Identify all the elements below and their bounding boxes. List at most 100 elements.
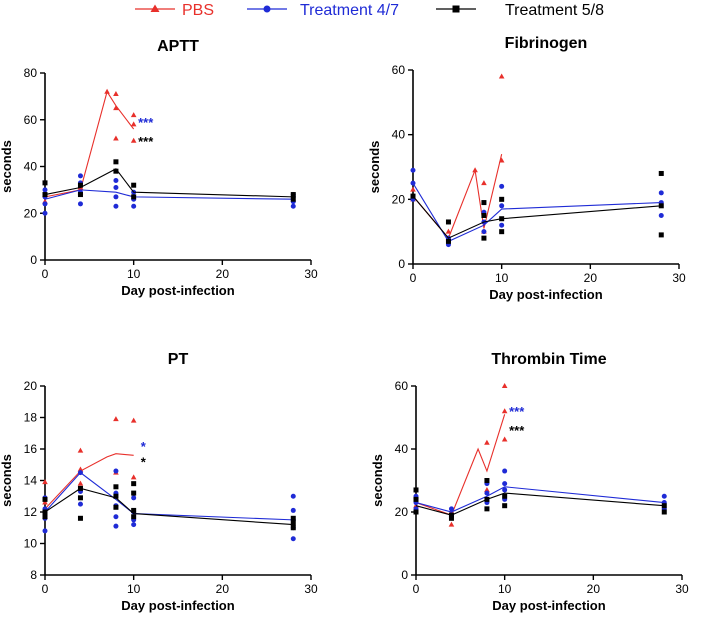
- y-tick-label: 40: [392, 128, 406, 142]
- data-point: [410, 167, 416, 173]
- y-tick-label: 20: [24, 379, 38, 393]
- data-point: [113, 468, 119, 474]
- significance-annotation: ***: [138, 134, 154, 149]
- series-treatment-4-7: [413, 468, 667, 518]
- data-point: [131, 203, 137, 209]
- legend-item-treatment-5-8: Treatment 5/8: [436, 2, 604, 19]
- data-point: [290, 203, 296, 209]
- data-point: [42, 201, 48, 207]
- data-point: [131, 495, 137, 501]
- data-point: [113, 168, 119, 174]
- data-point: [484, 496, 490, 502]
- data-point: [472, 167, 478, 173]
- y-tick-label: 14: [24, 474, 38, 488]
- data-point: [77, 495, 83, 501]
- x-tick-label: 0: [42, 267, 49, 281]
- data-point: [42, 210, 48, 216]
- x-tick-label: 20: [584, 271, 598, 285]
- x-tick-label: 10: [495, 271, 509, 285]
- y-tick-label: 18: [24, 411, 38, 425]
- data-point: [77, 501, 83, 507]
- y-tick-label: 60: [395, 379, 409, 393]
- data-point: [481, 235, 487, 241]
- series-treatment-5-8: [413, 478, 667, 521]
- data-point: [290, 507, 296, 513]
- series-line: [44, 471, 294, 521]
- data-point: [661, 493, 667, 499]
- x-tick-label: 0: [413, 582, 420, 596]
- data-point: [42, 514, 48, 520]
- data-point: [448, 512, 454, 518]
- data-point: [501, 408, 508, 414]
- data-point: [413, 509, 419, 515]
- data-point: [113, 514, 119, 520]
- legend-label-pbs: PBS: [182, 2, 214, 19]
- data-point: [448, 521, 455, 527]
- data-point: [290, 493, 296, 499]
- data-point: [445, 238, 451, 244]
- data-point: [410, 186, 416, 192]
- y-tick-label: 0: [398, 257, 405, 271]
- data-point: [481, 229, 487, 235]
- series-line: [412, 195, 662, 239]
- data-point: [448, 506, 454, 512]
- data-point: [77, 192, 83, 198]
- y-tick-label: 20: [24, 206, 38, 220]
- y-axis-label: seconds: [0, 140, 14, 193]
- legend-item-treatment-4-7: Treatment 4/7: [247, 2, 399, 19]
- y-tick-label: 0: [401, 568, 408, 582]
- data-point: [499, 222, 505, 228]
- data-point: [448, 515, 454, 521]
- data-point: [113, 203, 119, 209]
- x-tick-label: 10: [498, 582, 512, 596]
- y-tick-label: 16: [24, 442, 38, 456]
- data-point: [113, 194, 119, 200]
- series-treatment-4-7: [42, 468, 296, 542]
- x-tick-label: 30: [672, 271, 686, 285]
- data-point: [661, 509, 667, 515]
- y-tick-label: 60: [24, 113, 38, 127]
- x-axis-label: Day post-infection: [492, 598, 605, 613]
- series-line: [412, 153, 503, 240]
- data-point: [481, 213, 487, 218]
- data-point: [113, 135, 119, 141]
- series-line: [44, 453, 134, 510]
- data-point: [658, 232, 664, 238]
- x-tick-label: 20: [587, 582, 601, 596]
- data-point: [113, 484, 119, 490]
- data-point: [290, 525, 296, 531]
- data-point: [131, 507, 137, 513]
- y-axis-label: seconds: [0, 454, 14, 507]
- x-axis-label: Day post-infection: [121, 598, 234, 613]
- series-line: [412, 182, 662, 243]
- chart-title: PT: [168, 351, 189, 368]
- series-line: [415, 414, 506, 516]
- data-point: [410, 193, 416, 199]
- x-tick-label: 0: [410, 271, 417, 285]
- data-point: [42, 180, 48, 186]
- data-point: [290, 520, 296, 526]
- data-point: [77, 480, 84, 486]
- data-point: [42, 479, 48, 485]
- data-point: [42, 528, 48, 534]
- data-point: [499, 183, 505, 189]
- data-point: [130, 121, 137, 127]
- data-point: [130, 137, 137, 143]
- x-tick-label: 30: [304, 267, 318, 281]
- data-point: [498, 157, 505, 163]
- data-point: [42, 499, 48, 505]
- y-tick-label: 40: [395, 442, 409, 456]
- significance-annotation: ***: [509, 404, 525, 419]
- data-point: [290, 536, 296, 542]
- data-point: [130, 417, 137, 423]
- data-point: [502, 481, 508, 487]
- data-point: [113, 504, 119, 510]
- data-point: [501, 383, 508, 388]
- data-point: [77, 173, 83, 179]
- data-point: [502, 468, 508, 474]
- data-point: [499, 216, 505, 222]
- data-point: [113, 159, 119, 165]
- data-point: [658, 170, 664, 176]
- data-point: [104, 88, 110, 94]
